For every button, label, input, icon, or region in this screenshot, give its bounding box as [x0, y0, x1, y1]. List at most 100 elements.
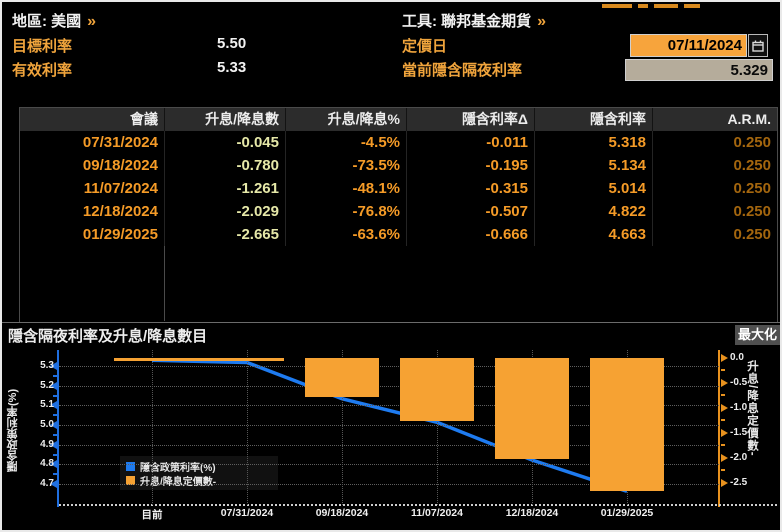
- left-axis-tick-label: 4.7: [40, 478, 54, 490]
- region-label: 地區: 美國: [12, 13, 82, 30]
- cut-pricing-bar: [305, 358, 379, 397]
- tool-label: 工具: 聯邦基金期貨: [402, 13, 532, 30]
- left-axis-minor-tick: [53, 375, 57, 377]
- right-axis-line: [718, 350, 720, 507]
- table-cell: -0.045: [165, 131, 286, 154]
- left-axis-tick-label: 5.1: [40, 399, 54, 411]
- left-axis-minor-tick: [53, 473, 57, 476]
- x-axis-label: 09/18/2024: [315, 507, 369, 519]
- column-header: 升息/降息%: [286, 108, 407, 131]
- chart-title: 隱含隔夜利率及升息/降息數目: [8, 328, 208, 345]
- table-cell: -63.6%: [286, 223, 407, 246]
- x-axis-label: 12/18/2024: [505, 507, 559, 519]
- cut-pricing-bar: [495, 358, 569, 460]
- cut-pricing-bar: [114, 358, 284, 361]
- left-axis-tick: [50, 362, 57, 370]
- left-axis-tick-label: 5.2: [40, 379, 54, 391]
- right-axis-minor-tick: [721, 444, 725, 446]
- clipped-text-fragment: [638, 4, 648, 8]
- effective-rate-label: 有效利率: [12, 62, 73, 79]
- pricing-date-input[interactable]: 07/11/2024: [630, 34, 747, 57]
- right-axis-title: 升息/降息定價數-: [746, 360, 758, 457]
- column-header: 會議: [20, 108, 165, 131]
- table-cell: 0.250: [733, 226, 771, 243]
- table-cell: 5.318: [535, 131, 653, 154]
- table-cell: 5.014: [535, 177, 653, 200]
- table-cell: -4.5%: [286, 131, 407, 154]
- gridline-vertical: [437, 350, 438, 505]
- region-selector[interactable]: 地區: 美國 »: [12, 10, 96, 31]
- cut-pricing-bar: [400, 358, 474, 422]
- legend-item: 隱含政策利率(%): [126, 459, 272, 474]
- left-axis-tick: [50, 381, 57, 390]
- right-axis-tick: [721, 379, 728, 387]
- maximize-button[interactable]: 最大化: [735, 325, 780, 345]
- gridline-horizontal: [59, 405, 719, 407]
- right-axis-minor-tick: [721, 394, 725, 396]
- x-axis-line: [59, 504, 777, 506]
- table-cell: 4.822: [535, 200, 653, 223]
- clipped-text-fragment: [654, 4, 678, 8]
- gridline-vertical: [342, 350, 343, 505]
- legend-swatch: [126, 475, 135, 485]
- table-header-row: 會議 升息/降息數 升息/降息% 隱含利率Δ 隱含利率 A.R.M.: [20, 108, 777, 131]
- left-axis-minor-tick: [53, 414, 57, 417]
- gridline-horizontal: [59, 484, 719, 486]
- clipped-text-fragment: [602, 4, 632, 8]
- right-axis-tick-label: -2.5: [730, 477, 748, 488]
- left-axis-tick-label: 5.0: [40, 419, 54, 430]
- table-cell: 11/07/2024: [20, 177, 165, 200]
- table-cell: 0.250: [733, 157, 771, 174]
- gridline-vertical: [152, 350, 153, 505]
- x-axis-label: 目前: [141, 509, 163, 521]
- right-axis-tick-label: -1.0: [730, 402, 748, 413]
- table-cell: -0.780: [165, 154, 286, 177]
- table-cell: 5.134: [535, 154, 653, 177]
- left-axis-line: [57, 350, 59, 507]
- table-cell: 01/29/2025: [20, 223, 165, 246]
- gridline-horizontal: [59, 366, 719, 367]
- table-cell: -0.507: [407, 200, 535, 223]
- table-cell: -0.195: [407, 154, 535, 177]
- table-cell: 12/18/2024: [20, 200, 165, 223]
- left-axis-tick: [50, 401, 57, 410]
- gridline-vertical: [247, 350, 248, 505]
- right-axis-tick: [721, 404, 728, 412]
- table-row[interactable]: 11/07/2024 -1.261 -48.1% -0.315 5.014 0.250: [20, 177, 777, 200]
- right-axis-minor-tick: [721, 469, 725, 471]
- right-axis-tick: [721, 429, 728, 437]
- table-cell: -1.261: [165, 177, 286, 200]
- target-rate-value: 5.50: [217, 35, 247, 52]
- left-axis-tick: [50, 440, 57, 449]
- table-cell: 0.250: [733, 180, 771, 197]
- table-row[interactable]: 09/18/2024 -0.780 -73.5% -0.195 5.134 0.250: [20, 154, 777, 177]
- right-axis-minor-tick: [721, 369, 725, 371]
- current-implied-label: 當前隱含隔夜利率: [402, 62, 523, 79]
- table-cell: -48.1%: [286, 177, 407, 200]
- table-cell: 0.250: [733, 134, 771, 151]
- right-axis-tick-label: -2.0: [730, 452, 748, 463]
- current-implied-value-field[interactable]: 5.329: [625, 59, 773, 81]
- table-cell: -0.666: [407, 223, 535, 246]
- x-axis-label: 11/07/2024: [411, 507, 463, 519]
- x-axis-label: 01/29/2025: [600, 507, 654, 519]
- table-cell: 4.663: [535, 223, 653, 246]
- table-row[interactable]: 07/31/2024 -0.045 -4.5% -0.011 5.318 0.250: [20, 131, 777, 154]
- target-rate-label: 目標利率: [12, 38, 73, 55]
- meetings-table: 會議 升息/降息數 升息/降息% 隱含利率Δ 隱含利率 A.R.M. 07/31/2024…: [19, 107, 778, 323]
- calendar-icon: [752, 40, 764, 52]
- left-axis-tick-label: 4.8: [40, 458, 54, 470]
- table-row[interactable]: 01/29/2025 -2.665 -63.6% -0.666 4.663 0.250: [20, 223, 777, 246]
- table-cell: -76.8%: [286, 200, 407, 223]
- column-header: A.R.M.: [727, 111, 771, 127]
- pricing-date-label: 定價日: [402, 38, 448, 55]
- table-cell: -0.011: [407, 131, 535, 154]
- table-row[interactable]: 12/18/2024 -2.029 -76.8% -0.507 4.822 0.250: [20, 200, 777, 223]
- calendar-button[interactable]: [748, 34, 768, 57]
- legend-swatch: [126, 461, 135, 471]
- chevron-right-icon: »: [87, 13, 97, 30]
- cut-pricing-bar: [590, 358, 664, 492]
- left-axis-minor-tick: [53, 453, 57, 456]
- tool-selector[interactable]: 工具: 聯邦基金期貨 »: [402, 10, 546, 31]
